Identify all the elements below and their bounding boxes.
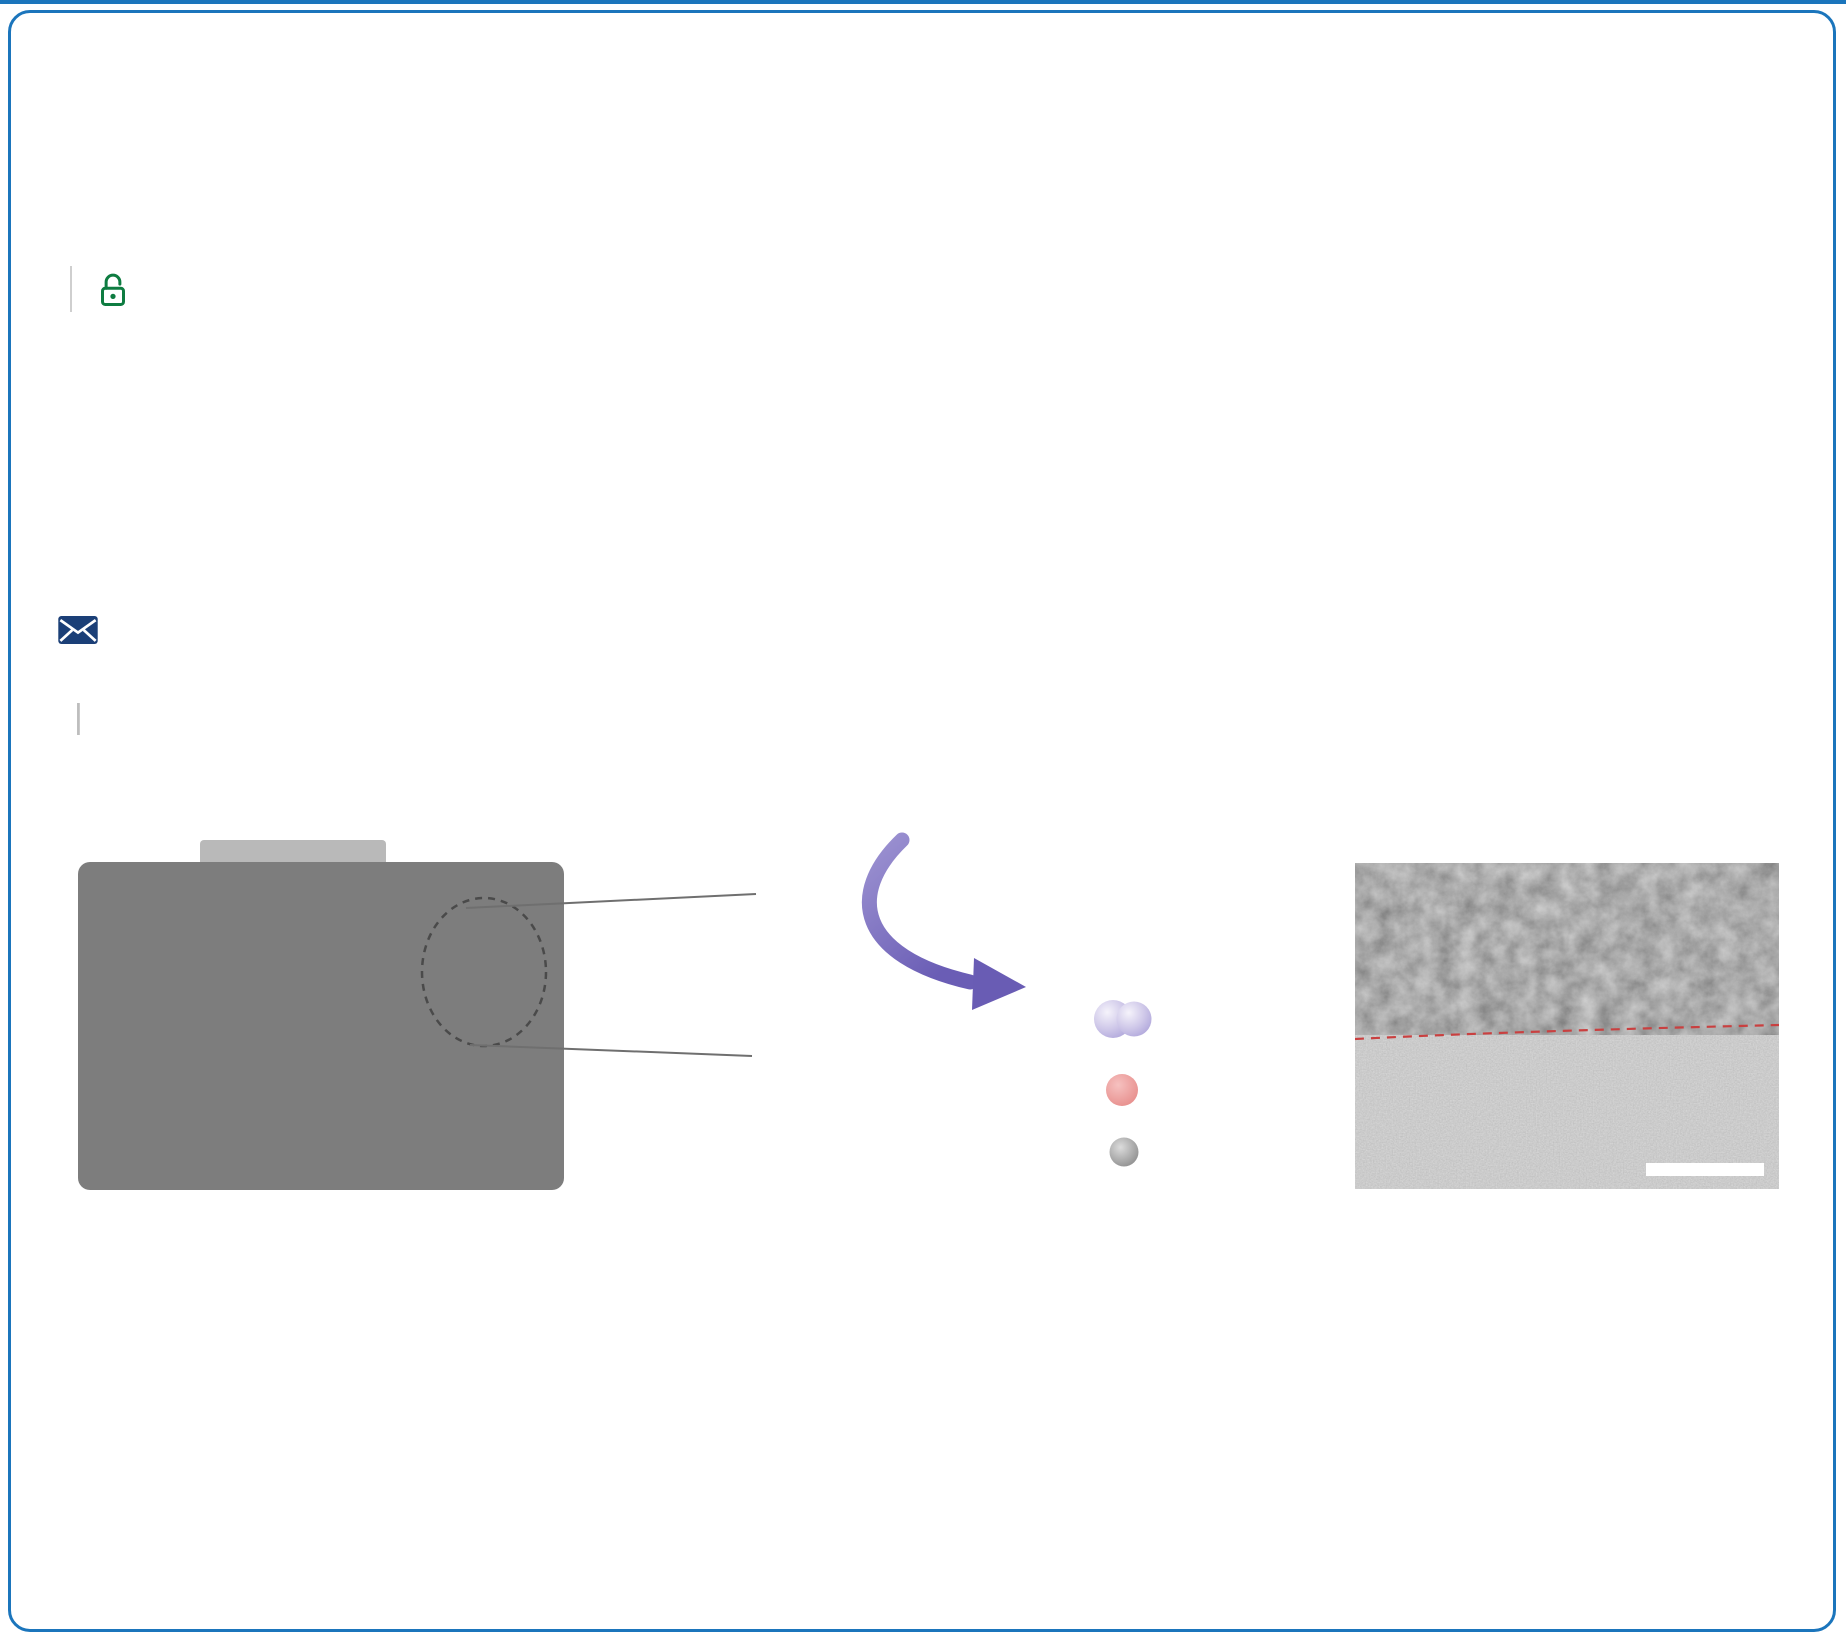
- envelope-icon[interactable]: [58, 616, 98, 644]
- publication-row: |: [42, 698, 105, 737]
- zoom-connector-lines: [465, 893, 757, 1057]
- o2-molecule-icon: [1094, 1000, 1152, 1038]
- ion-channel-illustration: [861, 832, 1026, 1010]
- o2-flow-arrow: [861, 832, 978, 990]
- legend-row-li: [1104, 1072, 1162, 1108]
- article-card: [8, 10, 1836, 1632]
- open-lock-icon: [98, 271, 128, 308]
- meta-divider: [70, 266, 72, 312]
- o2-flow-arrowhead: [972, 958, 1026, 1010]
- legend-row-electron: [1108, 1136, 1162, 1168]
- pub-divider: |: [74, 698, 83, 736]
- article-meta-row: [42, 266, 140, 312]
- top-border: [0, 0, 1846, 4]
- li-ion-icon: [1106, 1074, 1138, 1106]
- battery-case: [78, 862, 564, 1190]
- scale-bar: [1646, 1163, 1764, 1176]
- legend-row-o2: [1090, 996, 1178, 1042]
- interface-dashed-line: [1355, 1023, 1779, 1041]
- electron-icon: [1109, 1137, 1139, 1167]
- sem-cross-section-image: [1355, 863, 1779, 1189]
- authors-row: [42, 616, 98, 644]
